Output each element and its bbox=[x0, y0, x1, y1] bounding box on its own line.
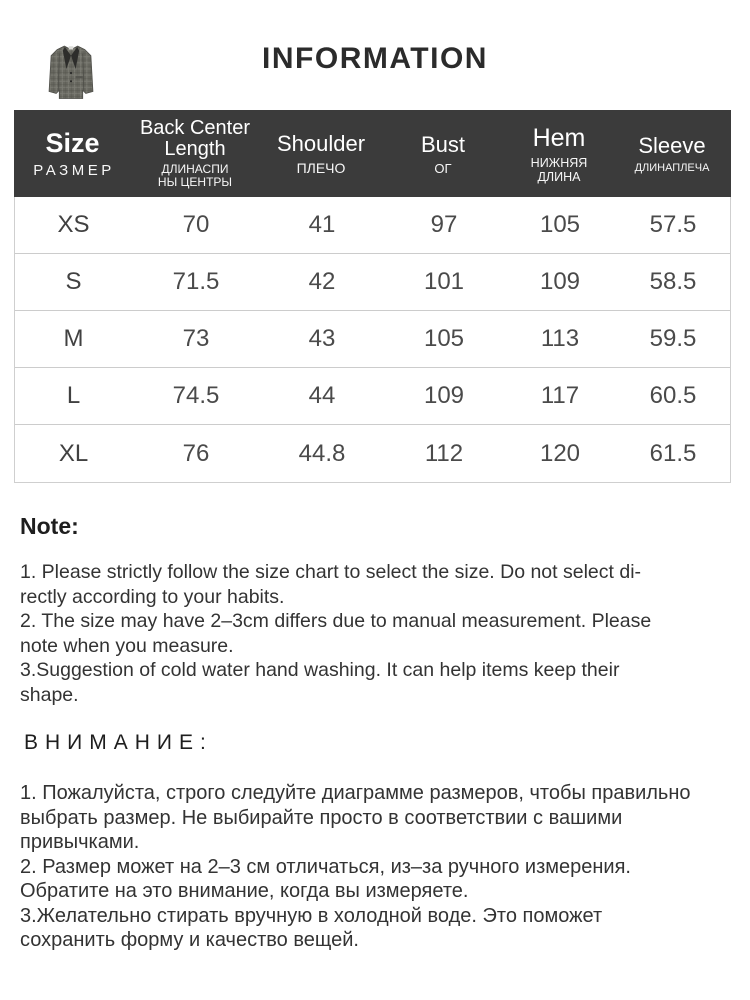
attention-heading: ВНИМАНИЕ: bbox=[24, 731, 213, 754]
column-label-ru: ПЛЕЧО bbox=[296, 160, 346, 176]
sleeve-value: 59.5 bbox=[649, 325, 697, 352]
product-photo bbox=[47, 41, 95, 101]
note-heading: Note: bbox=[20, 513, 79, 539]
hem-value: 109 bbox=[539, 268, 581, 295]
table-row-l: L 74.5 44 109 117 60.5 bbox=[15, 368, 730, 425]
table-row-xl: XL 76 44.8 112 120 61.5 bbox=[15, 425, 730, 482]
table-header-row: Size РАЗМЕР Back Center Length ДЛИНАСПИ … bbox=[14, 110, 731, 197]
back-center-length-value: 71.5 bbox=[172, 268, 220, 295]
column-header-back-center-length: Back Center Length ДЛИНАСПИ НЫ ЦЕНТРЫ bbox=[131, 110, 259, 197]
size-label: L bbox=[66, 382, 81, 409]
column-label-ru: РАЗМЕР bbox=[33, 162, 115, 179]
size-chart-table: Size РАЗМЕР Back Center Length ДЛИНАСПИ … bbox=[14, 110, 731, 483]
column-header-bust: Bust ОГ bbox=[383, 110, 503, 197]
table-row-m: M 73 43 105 113 59.5 bbox=[15, 311, 730, 368]
size-label: M bbox=[63, 325, 84, 352]
column-label-en: Size bbox=[45, 128, 100, 158]
shoulder-value: 44 bbox=[308, 382, 336, 409]
column-header-size: Size РАЗМЕР bbox=[14, 110, 131, 197]
sleeve-value: 61.5 bbox=[649, 439, 697, 467]
sleeve-value: 60.5 bbox=[649, 382, 697, 409]
sleeve-value: 57.5 bbox=[649, 211, 697, 238]
size-label: S bbox=[65, 268, 82, 295]
table-row-xs: XS 70 41 97 105 57.5 bbox=[15, 197, 730, 254]
column-header-shoulder: Shoulder ПЛЕЧО bbox=[259, 110, 383, 197]
column-label-ru: ОГ bbox=[434, 160, 452, 176]
sleeve-value: 58.5 bbox=[649, 268, 697, 295]
size-label: XL bbox=[58, 439, 89, 467]
hem-value: 105 bbox=[539, 211, 581, 238]
bust-value: 97 bbox=[430, 211, 458, 238]
page-title: INFORMATION bbox=[262, 42, 488, 75]
column-label-en: Back Center Length bbox=[139, 117, 251, 160]
back-center-length-value: 74.5 bbox=[172, 382, 220, 409]
column-label-en: Sleeve bbox=[638, 133, 706, 158]
back-center-length-value: 76 bbox=[182, 439, 210, 467]
column-label-en: Shoulder bbox=[276, 131, 366, 156]
bust-value: 101 bbox=[423, 268, 465, 295]
bust-value: 105 bbox=[423, 325, 465, 352]
column-label-en: Bust bbox=[420, 131, 466, 157]
shoulder-value: 44.8 bbox=[298, 439, 346, 467]
column-header-sleeve: Sleeve ДЛИНАПЛЕЧА bbox=[615, 110, 729, 197]
hem-value: 113 bbox=[540, 325, 580, 352]
shoulder-value: 41 bbox=[308, 211, 336, 238]
shoulder-value: 42 bbox=[308, 268, 336, 295]
bust-value: 112 bbox=[424, 439, 464, 467]
attention-body-text: 1. Пожалуйста, строго следуйте диаграмме… bbox=[20, 782, 691, 951]
shoulder-value: 43 bbox=[308, 325, 336, 352]
note-body-text: 1. Please strictly follow the size chart… bbox=[20, 561, 652, 706]
blazer-image bbox=[48, 45, 94, 99]
column-label-ru: НИЖНЯЯ ДЛИНА bbox=[530, 155, 588, 184]
size-label: XS bbox=[57, 211, 90, 238]
bust-value: 109 bbox=[423, 382, 465, 409]
back-center-length-value: 70 bbox=[182, 211, 210, 238]
back-center-length-value: 73 bbox=[182, 325, 210, 352]
column-label-ru: ДЛИНАСПИ НЫ ЦЕНТРЫ bbox=[157, 162, 233, 189]
hem-value: 120 bbox=[539, 439, 581, 467]
column-label-ru: ДЛИНАПЛЕЧА bbox=[634, 162, 710, 174]
table-row-s: S 71.5 42 101 109 58.5 bbox=[15, 254, 730, 311]
column-header-hem: Hem НИЖНЯЯ ДЛИНА bbox=[503, 110, 615, 197]
hem-value: 117 bbox=[540, 382, 580, 409]
column-label-en: Hem bbox=[532, 123, 586, 152]
